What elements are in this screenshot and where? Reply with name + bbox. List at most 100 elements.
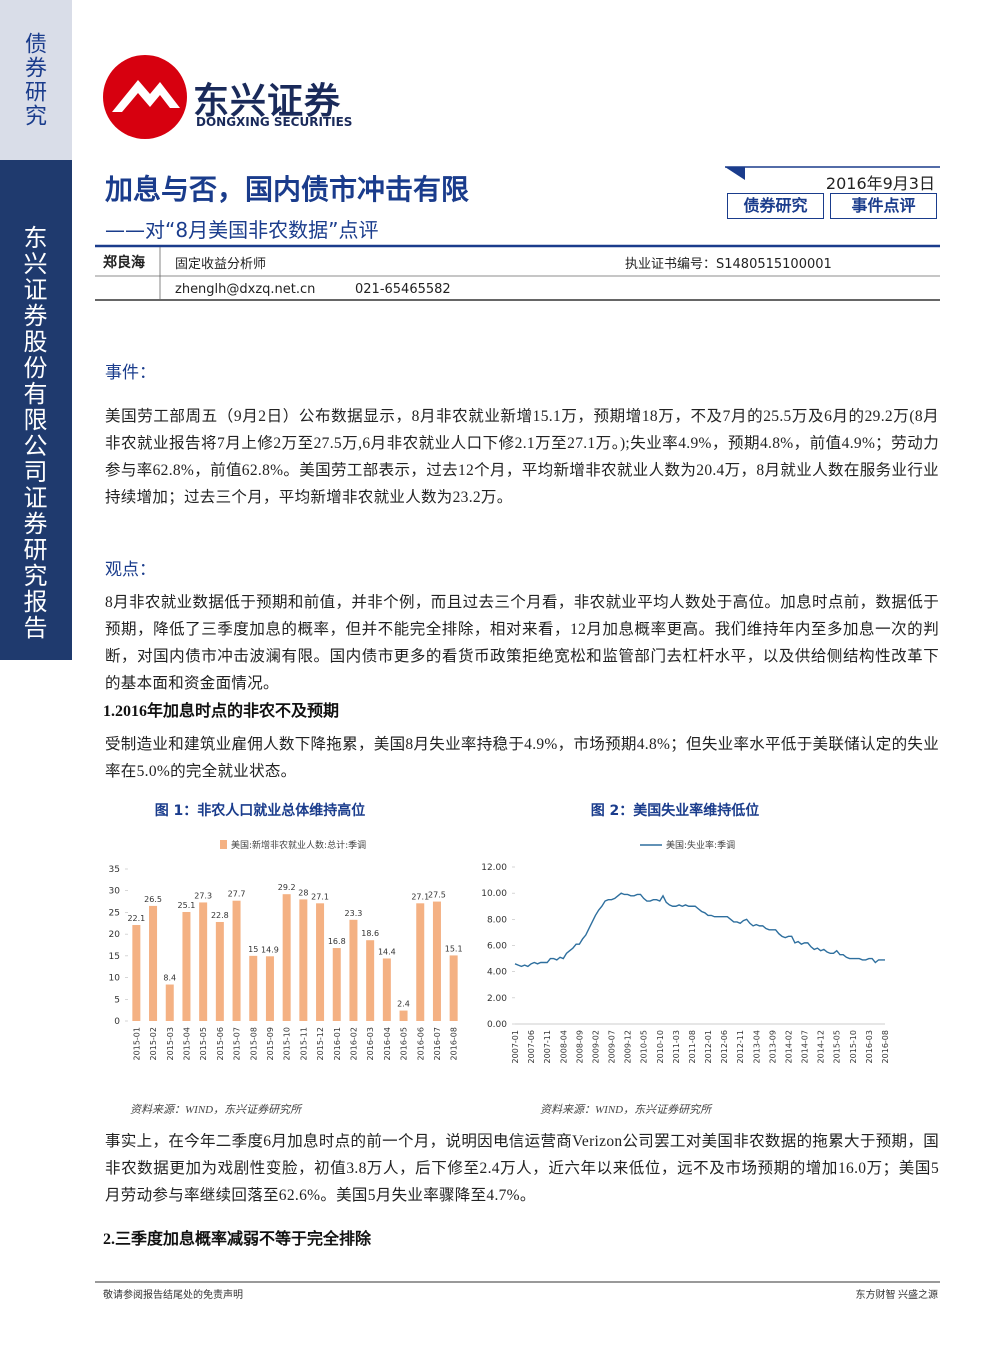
x-tick-label: 2016-05 [400,1027,409,1060]
figure-title: 图 1：非农人口就业总体维持高位 [154,803,366,819]
author-name: 郑良海 [103,255,145,271]
bar [349,919,358,1021]
tag: 事件点评 [830,193,937,219]
bar [215,921,224,1021]
x-tick-label: 2014-02 [784,1030,793,1063]
x-tick-label: 2015-07 [233,1027,242,1060]
y-tick-label: 0 [114,1017,120,1027]
bar [316,903,325,1021]
value-label: 22.1 [127,914,145,923]
value-label: 2.4 [397,1000,410,1009]
x-tick-label: 2015-10 [283,1027,292,1060]
x-tick-label: 2013-09 [768,1030,777,1063]
value-label: 27.3 [194,891,212,900]
value-label: 16.8 [328,937,346,946]
paragraph: 美国劳工部周五（9月2日）公布数据显示，8月非农就业新增15.1万，预期增18万… [105,408,939,506]
x-tick-label: 2015-05 [199,1027,208,1060]
x-tick-label: 2016-01 [333,1027,342,1060]
legend-label: 美国:新增非农就业人数:总计:季调 [231,839,366,851]
x-tick-label: 2014-07 [801,1030,810,1063]
bar [199,902,208,1021]
value-label: 27.1 [411,892,429,901]
x-tick-label: 2015-04 [182,1027,191,1060]
x-tick-label: 2008-09 [575,1030,584,1063]
logo-text: 东兴证券 [193,81,342,122]
value-label: 27.5 [428,891,446,900]
x-tick-label: 2016-07 [433,1027,442,1060]
x-tick-label: 2015-11 [299,1027,308,1060]
x-tick-label: 2016-03 [366,1027,375,1060]
figure-source: 资料来源：WIND，东兴证券研究所 [540,1104,712,1116]
section-heading: 事件： [105,363,156,383]
value-label: 14.4 [378,947,396,956]
y-tick-label: 2.00 [487,994,507,1004]
bar [149,905,158,1021]
x-tick-label: 2016-06 [416,1027,425,1060]
x-tick-label: 2016-02 [349,1027,358,1060]
value-label: 27.1 [311,892,329,901]
y-tick-label: 35 [109,865,120,875]
x-tick-label: 2015-02 [149,1027,158,1060]
x-tick-label: 2015-05 [833,1030,842,1063]
paragraph: 事实上，在今年二季度6月加息时点的前一个月，说明因电信运营商Verizon公司罢… [105,1133,939,1204]
x-tick-label: 2008-04 [559,1030,568,1063]
x-tick-label: 2015-12 [316,1027,325,1060]
sidebar-category: 债券研究 [22,32,47,128]
y-tick-label: 15 [109,952,120,962]
x-tick-label: 2012-06 [720,1030,729,1063]
x-tick-label: 2016-08 [450,1027,459,1060]
author-license: 执业证书编号：S1480515100001 [625,257,832,272]
x-tick-label: 2009-02 [591,1030,600,1063]
bar [332,948,341,1021]
footer-left: 敬请参阅报告结尾处的免责声明 [103,1290,243,1301]
paragraph: 受制造业和建筑业雇佣人数下降拖累，美国8月失业率持稳于4.9%，市场预期4.8%… [105,736,939,780]
author-phone: 021-65465582 [355,282,451,297]
x-tick-label: 2015-09 [266,1027,275,1060]
value-label: 23.3 [345,909,363,918]
x-tick-label: 2015-01 [132,1027,141,1060]
sidebar-company: 东兴证券股份有限公司证券研究报告 [19,225,47,641]
figure-source: 资料来源：WIND，东兴证券研究所 [130,1104,302,1116]
date: 2016年9月3日 [825,174,935,193]
value-label: 14.9 [261,945,279,954]
section-heading: 2.三季度加息概率减弱不等于完全排除 [103,1231,372,1248]
value-label: 22.8 [211,911,229,920]
section-heading: 观点： [105,560,156,580]
sidebar-band [0,160,72,660]
bar [449,955,458,1021]
x-tick-label: 2015-10 [849,1030,858,1063]
tag: 债券研究 [727,193,824,219]
y-tick-label: 6.00 [487,942,507,952]
bar [182,911,191,1021]
y-tick-label: 10.00 [481,889,507,899]
y-tick-label: 5 [114,995,120,1005]
x-tick-label: 2009-12 [624,1030,633,1063]
paragraph: 8月非农就业数据低于预期和前值，并非个例，而且过去三个月看，非农就业平均人数处于… [105,594,939,692]
x-tick-label: 2007-11 [543,1030,552,1063]
x-tick-label: 2010-05 [640,1030,649,1063]
author-email: zhenglh@dxzq.net.cn [175,282,316,297]
bar [282,894,291,1021]
bar [249,955,258,1021]
bar [382,958,391,1021]
section-heading: 1.2016年加息时点的非农不及预期 [103,703,340,720]
x-tick-label: 2016-08 [881,1030,890,1063]
y-tick-label: 4.00 [487,968,507,978]
x-tick-label: 2009-07 [608,1030,617,1063]
logo-subtext: DONGXING SECURITIES [196,115,353,129]
x-tick-label: 2016-04 [383,1027,392,1060]
bar [265,956,274,1021]
x-tick-label: 2016-03 [865,1030,874,1063]
y-tick-label: 25 [109,908,120,918]
value-label: 8.4 [163,974,176,983]
y-tick-label: 12.00 [481,863,507,873]
bar [399,1010,408,1021]
x-tick-label: 2015-03 [166,1027,175,1060]
x-tick-label: 2011-03 [672,1030,681,1063]
value-label: 18.6 [361,929,379,938]
line-series [514,892,885,968]
author-role: 固定收益分析师 [175,257,267,272]
bar [132,925,141,1021]
